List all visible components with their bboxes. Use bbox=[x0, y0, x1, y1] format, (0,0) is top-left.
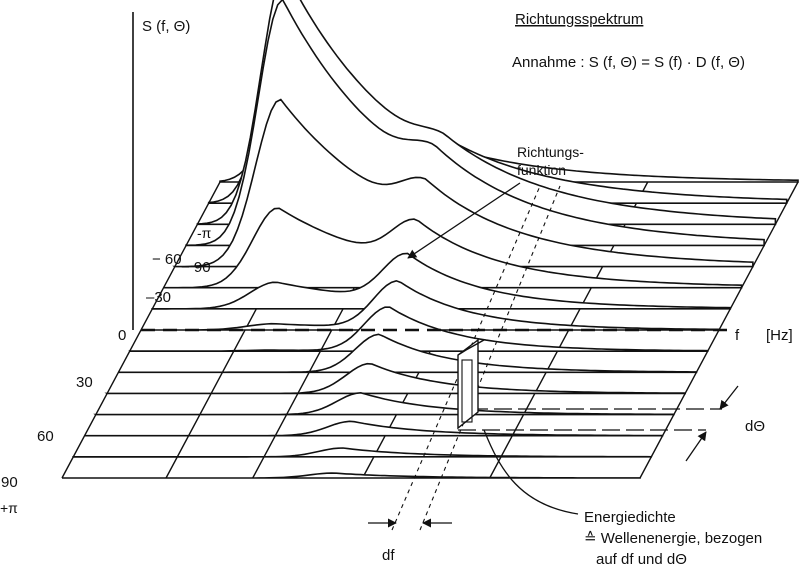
spectrum-row-curve bbox=[84, 420, 664, 437]
theta-tick-label: − 90 bbox=[181, 259, 211, 276]
richtungsfunktion-arrow bbox=[407, 182, 521, 259]
f-axis-label: f bbox=[735, 327, 740, 344]
spectrum-row-curve bbox=[141, 279, 720, 331]
spectrum-row-curve bbox=[104, 362, 687, 395]
f-axis-unit: [Hz] bbox=[766, 327, 793, 344]
diagram-title: Richtungsspektrum bbox=[515, 11, 643, 28]
df-guide-line bbox=[419, 185, 561, 531]
theta-tick-label: 90 bbox=[1, 474, 18, 491]
theta-tick-label: 60 bbox=[37, 428, 54, 445]
theta-tick-label: –30 bbox=[146, 289, 171, 306]
richtungsfunktion-label-line2: funktion bbox=[517, 162, 566, 178]
spectrum-row-curve bbox=[62, 472, 641, 479]
dtheta-arrow-top bbox=[719, 385, 739, 410]
df-label: df bbox=[382, 547, 395, 564]
spectrum-curves bbox=[62, 0, 799, 479]
energy-density-label-line1: Energiedichte bbox=[584, 509, 676, 526]
spectrum-row-curve bbox=[151, 252, 732, 310]
energy-density-label-line2: ≙ Wellenenergie, bezogen bbox=[584, 530, 762, 547]
minus-pi-label: -π bbox=[197, 225, 212, 241]
spectrum-row-curve bbox=[163, 207, 743, 289]
energy-density-column bbox=[457, 338, 485, 430]
energy-density-pointer bbox=[483, 429, 579, 515]
theta-tick-label: 30 bbox=[76, 374, 93, 391]
theta-tick-label: − 60 bbox=[152, 251, 182, 268]
energy-density-label-line3: auf df und dΘ bbox=[596, 551, 687, 568]
assumption-formula: Annahme : S (f, Θ) = S (f) · D (f, Θ) bbox=[512, 54, 745, 71]
spectrum-row-curve bbox=[72, 447, 653, 458]
overlay-lines bbox=[141, 185, 727, 531]
s-axis-label: S (f, Θ) bbox=[142, 18, 190, 35]
richtungsfunktion-label-line1: Richtungs- bbox=[517, 144, 584, 160]
plus-pi-label: +π bbox=[0, 500, 18, 516]
energy-density-column-inner bbox=[461, 359, 473, 423]
dtheta-arrow-bottom bbox=[685, 431, 707, 462]
theta-tick-label: 0 bbox=[118, 327, 126, 344]
spectrum-row-curve bbox=[118, 333, 698, 374]
dtheta-label: dΘ bbox=[745, 418, 765, 435]
spectrum-row-curve bbox=[172, 98, 754, 268]
spectrum-row-curve bbox=[93, 391, 675, 416]
